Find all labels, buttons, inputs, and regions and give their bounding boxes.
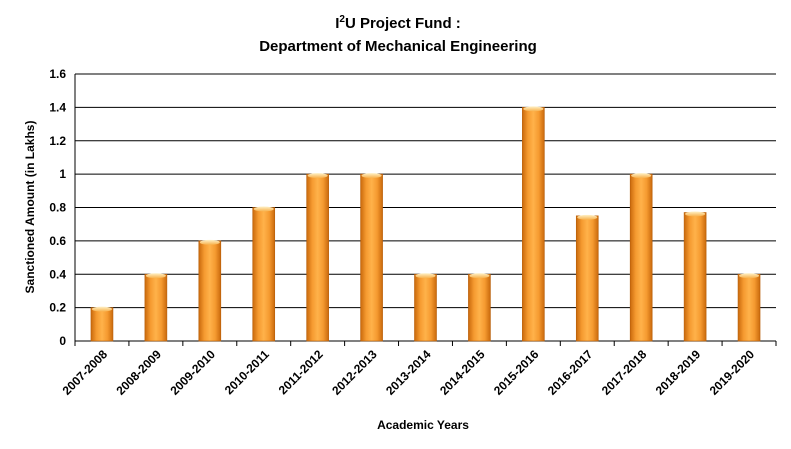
bar: [468, 273, 491, 342]
y-tick-label: 0.4: [49, 267, 66, 281]
gridlines: [74, 73, 777, 346]
bar-cap: [523, 106, 544, 112]
bar: [737, 273, 761, 342]
bar: [360, 173, 383, 342]
x-tick-label: 2018-2019: [653, 347, 704, 398]
bar-2012-2013: [360, 173, 383, 342]
y-tick-label: 1: [59, 167, 66, 181]
bar: [522, 107, 545, 342]
bar-cap: [361, 173, 382, 179]
y-tick-label: 0.6: [49, 234, 66, 248]
bar-2015-2016: [522, 106, 545, 342]
bar-2010-2011: [252, 206, 276, 342]
bar: [144, 273, 168, 342]
y-tick-label: 1.4: [49, 100, 66, 114]
bar-2014-2015: [468, 273, 491, 342]
bars: [90, 106, 761, 342]
y-tick-label: 0.8: [49, 201, 66, 215]
y-axis-title: Sanctioned Amount (in Lakhs): [23, 121, 37, 294]
x-tick-label: 2015-2016: [491, 347, 542, 398]
bar: [629, 173, 653, 342]
bar: [575, 215, 599, 342]
y-tick-label: 0: [59, 334, 66, 348]
bar-cap: [91, 306, 112, 312]
chart-title-line-1: I2U Project Fund :: [335, 14, 461, 32]
x-tick-label: 2014-2015: [437, 347, 488, 398]
x-axis-ticks: 2007-2008 2008-2009 2009-2010 2010-2011 2011…: [60, 347, 758, 398]
y-tick-label: 1.2: [49, 134, 66, 148]
bar: [683, 212, 707, 342]
bar: [306, 173, 329, 342]
bar-2008-2009: [144, 273, 168, 342]
bar-cap: [415, 273, 436, 279]
chart-title-line-2: Department of Mechanical Engineering: [259, 38, 537, 55]
x-tick-label: 2012-2013: [329, 347, 380, 398]
bar-cap: [577, 214, 598, 220]
bar-cap: [739, 273, 760, 279]
bar-2017-2018: [629, 173, 653, 342]
x-tick-label: 2019-2020: [707, 347, 758, 398]
bar-2013-2014: [414, 273, 437, 342]
x-tick-label: 2008-2009: [114, 347, 165, 398]
x-tick-label: 2007-2008: [60, 347, 111, 398]
bar-cap: [307, 173, 328, 179]
x-axis-title: Academic Years: [377, 418, 469, 432]
bar: [198, 240, 222, 342]
bar-cap: [631, 173, 652, 179]
x-tick-label: 2016-2017: [545, 347, 596, 398]
x-tick-label: 2013-2014: [383, 347, 434, 398]
bar-2009-2010: [198, 239, 222, 342]
bar-cap: [469, 273, 490, 279]
x-tick-label: 2009-2010: [167, 347, 218, 398]
bar-2018-2019: [683, 211, 707, 342]
bar-2011-2012: [306, 173, 329, 342]
y-axis-ticks: 0 0.2 0.4 0.6 0.8 1 1.2 1.4 1.6: [49, 67, 66, 348]
y-tick-label: 1.6: [49, 67, 66, 81]
bar: [414, 273, 437, 342]
bar-2019-2020: [737, 273, 761, 342]
bar-2007-2008: [90, 306, 114, 342]
bar-cap: [253, 206, 274, 212]
y-tick-label: 0.2: [49, 301, 66, 315]
x-tick-label: 2017-2018: [599, 347, 650, 398]
bar-cap: [685, 211, 706, 217]
bar-cap: [199, 239, 220, 245]
bar: [252, 207, 276, 342]
x-tick-label: 2010-2011: [222, 347, 272, 397]
bar-cap: [145, 273, 166, 279]
bar-2016-2017: [575, 214, 599, 342]
x-tick-label: 2011-2012: [276, 347, 326, 397]
bar: [90, 307, 114, 342]
